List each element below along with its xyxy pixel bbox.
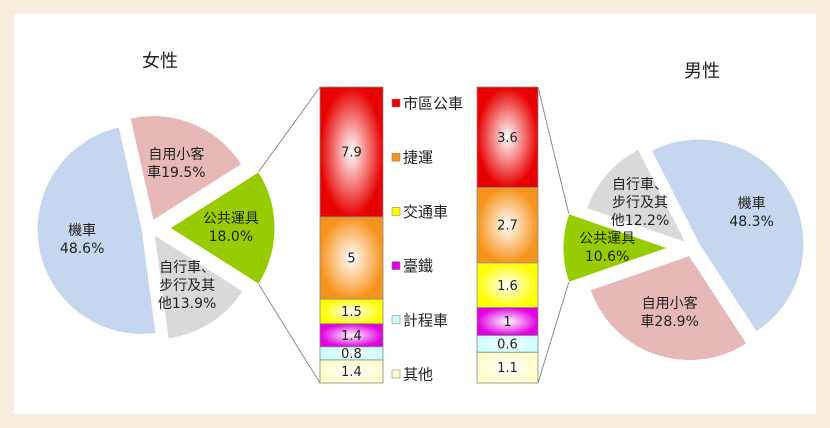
legend-label: 市區公車 [403,95,463,113]
bar-label: 1.4 [341,329,362,344]
connector [258,283,321,384]
legend-label: 捷運 [403,149,433,167]
slice-name: 自用小客車 [640,296,698,331]
slice-label: 自用小客車28.9% [639,283,701,343]
bar-label: 5 [347,252,355,267]
bar-label: 1 [503,315,511,330]
pie-slice [169,171,276,285]
slice-label-box: 自用小客車19.5% [145,134,207,194]
slice-label-box: 自行車、步行及其他12.2% [609,173,671,233]
pie-slice [586,148,687,244]
bar-label: 1.1 [497,361,518,376]
pie-slice [129,115,243,222]
connector [537,86,570,214]
bar-segment [319,216,384,300]
slice-value: 28.9% [654,314,699,331]
slice-name: 機車 [737,196,766,213]
slice-label-text: 公共運具 18.0% [200,210,262,246]
slice-value: 18.0% [208,229,254,245]
legend-swatch [391,98,401,108]
slice-label-text: 機車48.3% [721,195,783,231]
slice-label: 機車48.3% [721,183,783,243]
slice-value: 48.6% [59,241,105,258]
slice-value: 19.5% [161,165,206,182]
slice-value: 12.2% [624,212,670,229]
legend-swatch [391,207,401,216]
slice-label-box: 公共運具 10.6% [576,218,638,278]
slice-label: 機車48.6% [51,210,113,270]
slice-label-box: 自行車、步行及其他13.9% [156,256,218,316]
bar-segment [476,187,539,264]
connector [258,86,321,173]
pie-slice [153,233,244,340]
slice-name: 公共運具 [202,211,259,227]
legend-label: 交通車 [403,203,448,221]
slice-name: 自行車、步行及其他 [157,260,216,313]
slice-name: 機車 [68,223,97,240]
bar-segment [319,86,384,218]
bar-segment [476,351,539,384]
bar-segment [476,307,539,336]
bar-label: 2.7 [497,219,518,234]
slice-label: 自用小客車19.5% [145,134,207,194]
slice-label-text: 公共運具 10.6% [576,230,638,266]
bar-label: 0.8 [341,347,362,362]
legend-swatch [391,152,401,162]
pie-slice [36,126,157,335]
bar-label: 7.9 [341,145,362,160]
legend-label: 其他 [403,366,433,384]
legend-label: 計程車 [403,311,448,329]
bar-label: 1.5 [341,305,362,320]
slice-label: 公共運具 10.6% [576,218,638,278]
slice-label-text: 自行車、步行及其他13.9% [156,259,218,313]
bar-segment [476,86,539,188]
pie-slice [589,254,748,362]
slice-label-box: 機車48.6% [51,210,113,270]
slice-name: 自用小客車 [147,147,205,182]
bar-segment [319,298,384,325]
slice-label: 公共運具 18.0% [200,198,262,258]
connector [537,282,570,384]
slice-label-text: 自用小客車28.9% [639,295,701,331]
slice-label-box: 自用小客車28.9% [639,283,701,343]
bar-segment [476,262,539,309]
slice-value: 10.6% [584,249,630,265]
legend-swatch [391,315,401,325]
bar-label: 1.4 [341,365,362,380]
legend-swatch [391,369,401,379]
slice-label-box: 公共運具 18.0% [200,198,262,258]
slice-label-text: 自用小客車19.5% [145,146,207,182]
slice-label: 自行車、步行及其他12.2% [609,173,671,233]
pie-slice [562,213,670,283]
slice-value: 48.3% [729,214,774,231]
bar-label: 0.6 [497,337,518,352]
slice-label-text: 自行車、步行及其他12.2% [609,176,671,230]
legend-label: 臺鐵 [403,257,433,275]
bar-segment [319,359,384,384]
slice-name: 自行車、步行及其他 [610,176,669,229]
slice-name: 公共運具 [579,231,636,247]
slice-value: 13.9% [171,296,217,313]
bar-label: 1.6 [497,279,518,294]
bar-label: 3.6 [497,131,518,146]
pie-title: 男性 [684,61,720,82]
pie-slice [650,138,805,333]
slice-label-text: 機車48.6% [51,222,113,258]
pie-title: 女性 [142,51,178,72]
legend-swatch [391,261,401,270]
slice-label: 自行車、步行及其他13.9% [156,256,218,316]
slice-label-box: 機車48.3% [721,183,783,243]
